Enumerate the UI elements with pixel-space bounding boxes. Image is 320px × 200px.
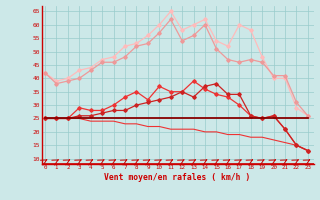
X-axis label: Vent moyen/en rafales ( km/h ): Vent moyen/en rafales ( km/h ) [104,173,251,182]
